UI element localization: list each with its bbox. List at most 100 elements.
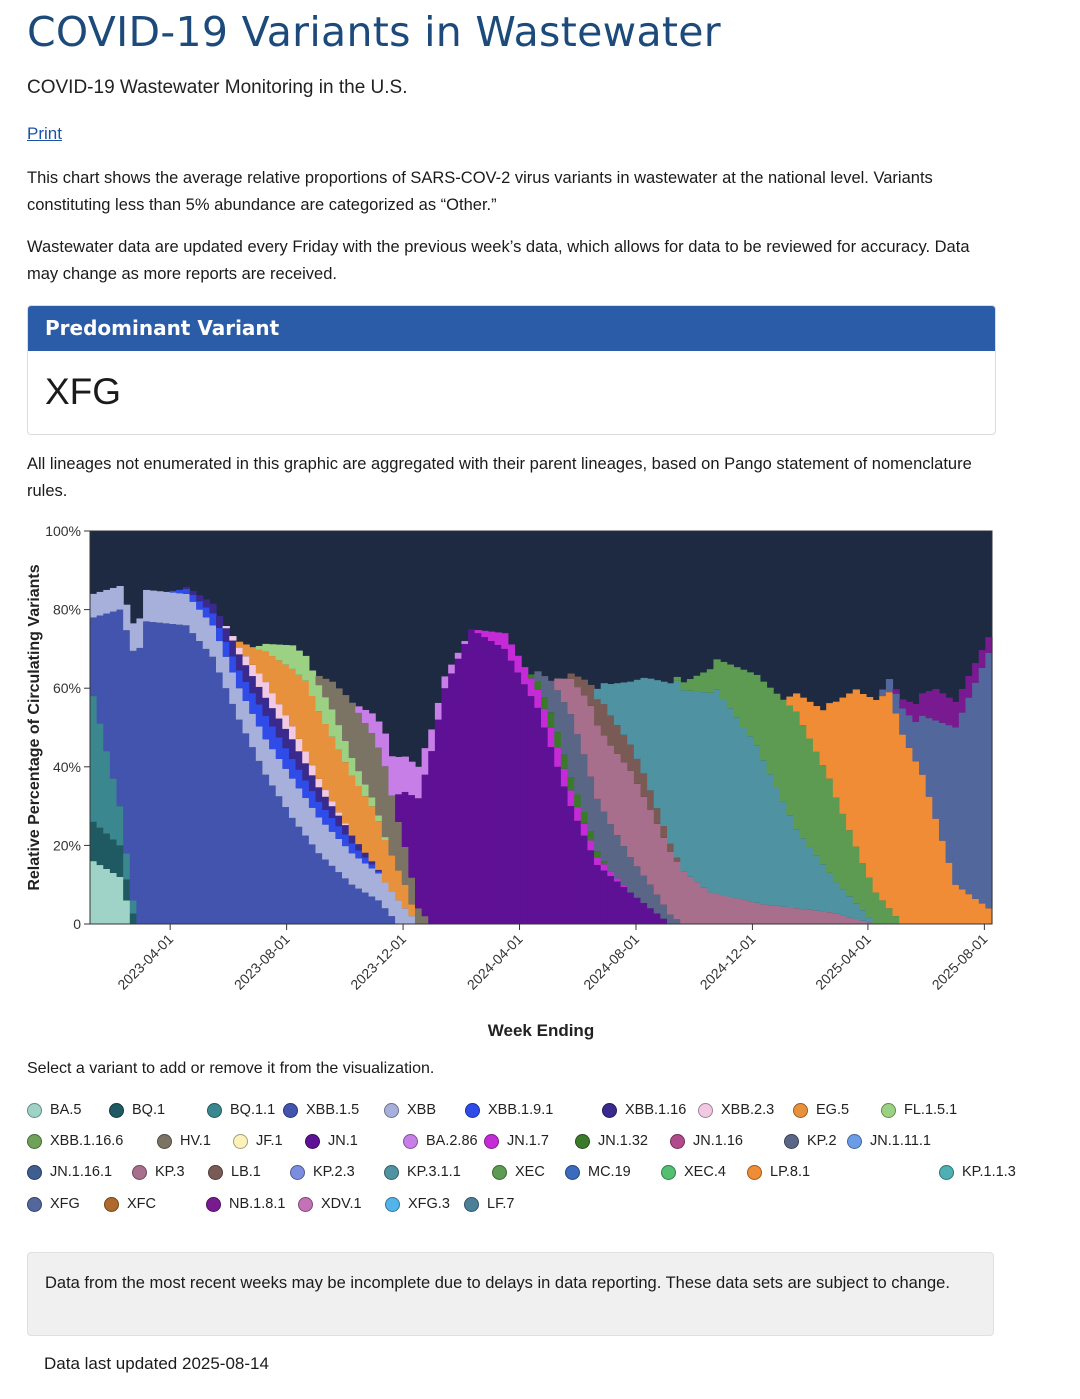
legend-item[interactable]: MC.19 [565,1164,631,1180]
chart-bar-hv-1 [355,712,363,772]
chart-bar-xbb [322,824,330,860]
chart-bar-ba-2-86 [368,713,376,734]
legend-label: XFG [50,1196,80,1212]
chart-bar-kp-2 [580,754,589,812]
legend-item[interactable]: XBB.1.16.6 [27,1133,123,1149]
chart-bar-hv-1 [328,681,336,710]
chart-bar-xbb [189,601,197,634]
chart-bar-xbb-1-9-1 [229,656,237,673]
chart-bar-jn-1-7 [541,708,549,728]
legend-item[interactable]: JF.1 [233,1133,283,1149]
chart-bar-kp-2 [647,884,655,909]
legend-item[interactable]: XFG.3 [385,1196,450,1212]
legend-item[interactable]: XEC [492,1164,545,1180]
chart-bar-bq-1-1 [90,696,98,822]
chart-bar-xbb [381,882,390,909]
legend-item[interactable]: XBB.1.16 [602,1102,686,1118]
legend-item[interactable]: KP.3.1.1 [384,1164,461,1180]
legend-item[interactable]: EG.5 [793,1102,849,1118]
chart-bar-xec [773,693,781,789]
chart-bar-jn-1 [395,794,403,822]
chart-bar-jn-1-7 [507,644,516,661]
legend-item[interactable]: JN.1.7 [484,1133,549,1149]
chart-bar-xbb [109,587,118,612]
legend-item[interactable]: JN.1.32 [575,1133,648,1149]
legend-label: JN.1.16 [693,1133,743,1149]
legend-item[interactable]: BQ.1 [109,1102,165,1118]
chart-bar-jn-1-7 [613,878,622,882]
chart-bar-xbb [129,623,138,651]
legend-item[interactable]: XFC [104,1196,156,1212]
chart-bar-xbb-1-5 [149,622,157,924]
chart-bar-jn-1-7 [547,727,555,748]
legend-item[interactable]: JN.1.11.1 [847,1133,931,1149]
predominant-variant-value: XFG [45,371,122,412]
legend-item[interactable]: BA.5 [27,1102,81,1118]
chart-bar-xbb-1-16 [202,599,210,608]
chart-bar-xbb [103,589,111,614]
chart-bar-xec [713,659,721,690]
legend-item[interactable]: LF.7 [464,1196,514,1212]
legend-item[interactable]: NB.1.8.1 [206,1196,285,1212]
legend-item[interactable]: XFG [27,1196,80,1212]
chart-bar-xbb-1-9-1 [189,595,197,602]
legend-item[interactable]: KP.3 [132,1164,185,1180]
chart-bar-ba-2-86 [448,664,456,674]
chart-bar-jn-1 [487,641,496,924]
chart-bar-xbb-2-3 [269,693,277,709]
legend-item[interactable]: XEC.4 [661,1164,726,1180]
chart-bar-lp-8-1 [912,761,920,924]
legend-item[interactable]: BA.2.86 [403,1133,478,1149]
chart-bar-jn-1 [474,633,482,924]
chart-bar-xbb-1-5 [109,611,118,779]
chart-bar-jn-1-32 [541,697,549,709]
chart-bar-kp-3-1-1 [766,774,774,906]
chart-bar-ba-2-86 [395,756,403,795]
chart-bar-kp-3-1-1 [726,708,734,897]
chart-bar-jn-1 [527,696,535,924]
legend-item[interactable]: XBB [384,1102,436,1118]
chart-bar-nb-1-8-1 [938,693,947,723]
print-link[interactable]: Print [27,124,62,143]
chart-bar-kp-3-1-1 [627,681,635,745]
legend-item[interactable]: JN.1 [305,1133,358,1149]
legend-item[interactable]: LB.1 [208,1164,261,1180]
chart-bar-jn-1 [434,719,443,924]
chart-bar-xbb [375,873,383,901]
chart-bar-xbb-1-9-1 [328,818,336,832]
legend-item[interactable]: JN.1.16.1 [27,1164,112,1180]
legend-item[interactable]: FL.1.5.1 [881,1102,957,1118]
legend-item[interactable]: LP.8.1 [747,1164,810,1180]
legend-item[interactable]: KP.2 [784,1133,837,1149]
chart-bar-xbb-1-5 [302,835,310,924]
last-updated: Data last updated 2025-08-14 [44,1354,269,1373]
chart-bar-xbb-1-5 [189,633,197,924]
legend-swatch [602,1102,617,1118]
chart-bar-nb-1-8-1 [978,650,986,668]
chart-bar-jn-1-7 [574,807,582,821]
legend-item[interactable]: XDV.1 [298,1196,362,1212]
chart-bar-xbb-1-16 [262,697,270,716]
legend-item[interactable]: BQ.1.1 [207,1102,275,1118]
chart-bar-xbb-1-16 [282,728,290,749]
chart-bar-fl-1-5-1 [282,644,290,665]
chart-bar-nb-1-8-1 [899,699,907,709]
legend-item[interactable]: XBB.1.5 [283,1102,359,1118]
legend-item[interactable]: XBB.2.3 [698,1102,774,1118]
chart-bar-kp-2 [607,824,615,872]
chart-bar-xec [826,778,834,873]
chart-bar-xbb-1-16 [335,815,343,827]
legend-item[interactable]: XBB.1.9.1 [465,1102,553,1118]
legend-item[interactable]: JN.1.16 [670,1133,743,1149]
legend-item[interactable]: KP.2.3 [290,1164,355,1180]
chart-bar-xbb [275,758,283,797]
chart-bar-nb-1-8-1 [985,637,993,653]
chart-bar-xec [693,675,701,692]
legend-item[interactable]: HV.1 [157,1133,211,1149]
chart-bar-kp-3 [653,823,661,895]
chart-bar-lb-1 [613,725,622,754]
chart-bar-kp-3 [733,898,741,924]
chart-bar-lp-8-1 [872,699,880,893]
legend-item[interactable]: KP.1.1.3 [939,1164,1016,1180]
legend-swatch [27,1133,42,1149]
